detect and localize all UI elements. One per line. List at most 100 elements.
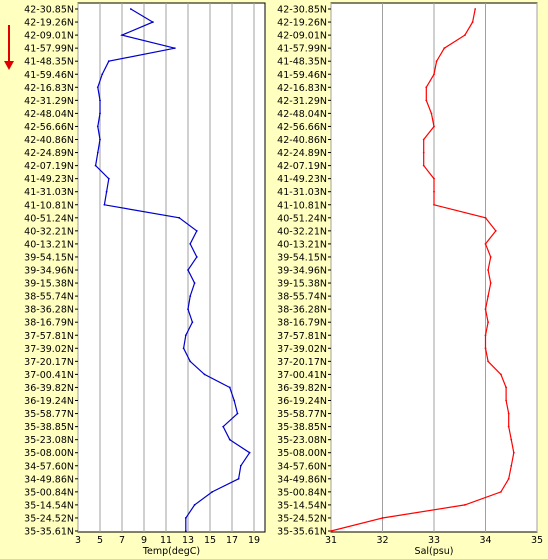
sal-data-point — [510, 438, 513, 441]
sal-y-tick-label: 41-59.46N — [277, 70, 327, 81]
temp-y-tick-label: 37-20.17N — [24, 357, 74, 368]
sal-y-tick-label: 42-31.29N — [277, 96, 327, 107]
temp-data-point — [101, 73, 104, 76]
temp-y-tick-label: 41-10.81N — [24, 200, 74, 211]
sal-y-tick-label: 36-39.82N — [277, 383, 327, 394]
sal-data-point — [500, 373, 502, 376]
temp-y-tick-label: 35-00.84N — [24, 487, 74, 498]
sal-y-tick-label: 41-48.35N — [277, 57, 327, 68]
sal-y-tick-label: 35-08.00N — [277, 448, 327, 459]
temp-data-point — [191, 321, 194, 324]
sal-data-point — [433, 177, 435, 180]
temp-x-tick-label: 9 — [141, 535, 147, 546]
sal-data-point — [425, 86, 428, 89]
temp-data-point — [151, 21, 154, 23]
temp-data-point — [107, 177, 110, 180]
temp-y-tick-label: 37-57.81N — [24, 331, 74, 342]
temp-y-tick-label: 37-39.02N — [24, 344, 74, 355]
sal-y-tick-label: 38-55.74N — [277, 292, 327, 303]
temp-data-point — [94, 164, 97, 167]
temp-y-tick-label: 35-08.00N — [24, 448, 74, 459]
temperature-panel: 3 5 7 9 11 13 15 17 19 Temp(degC) 42-30.85N 42-19.2… — [24, 2, 266, 557]
temp-data-point — [222, 425, 225, 428]
sal-y-tick-label: 37-39.02N — [277, 344, 327, 355]
temp-data-point — [184, 517, 187, 519]
sal-x-tick-label: 35 — [531, 535, 543, 546]
temp-y-tick-label: 42-24.89N — [24, 148, 74, 159]
temp-data-point — [178, 216, 181, 219]
temp-data-point — [96, 125, 99, 128]
sal-y-tick-label: 42-16.83N — [277, 83, 327, 94]
temp-data-point — [236, 412, 239, 415]
sal-data-point — [487, 360, 489, 363]
sal-y-tick-label: 42-09.01N — [277, 31, 327, 42]
sal-y-tick-label: 34-57.60N — [277, 461, 327, 472]
sal-y-tick-label: 42-48.04N — [277, 109, 327, 120]
sal-y-tick-label: 40-32.21N — [277, 226, 327, 237]
temp-y-tick-label: 41-48.35N — [24, 57, 74, 68]
sal-data-point — [474, 8, 477, 10]
temp-data-point — [195, 256, 198, 258]
sal-y-tick-label: 42-24.89N — [277, 148, 327, 159]
sal-y-tick-label: 35-38.85N — [277, 422, 327, 433]
temp-y-tick-label: 38-16.79N — [24, 318, 74, 329]
sal-data-point — [512, 451, 515, 454]
sal-data-point — [489, 256, 492, 258]
temp-data-point — [107, 60, 110, 63]
temp-y-tick-label: 38-55.74N — [24, 292, 74, 303]
sal-y-tick-label: 40-51.24N — [277, 213, 327, 224]
temp-data-point — [228, 438, 231, 441]
sal-data-point — [500, 490, 502, 493]
sal-y-tick-label: 36-19.24N — [277, 396, 327, 407]
sal-y-tick-label: 41-10.81N — [277, 200, 327, 211]
temp-y-tick-label: 36-19.24N — [24, 396, 74, 407]
sal-data-point — [422, 151, 425, 154]
sal-x-tick-label: 31 — [325, 535, 337, 546]
salinity-panel: 31 32 33 34 35 Sal(psu) 42-30.85N 42-19.26N 42-0… — [277, 2, 543, 557]
sal-y-tick-label: 35-23.08N — [277, 435, 327, 446]
sal-data-point — [435, 60, 438, 63]
sal-data-point — [505, 386, 507, 389]
temp-data-point — [129, 8, 132, 10]
temp-data-point — [184, 530, 187, 532]
temp-data-point — [189, 243, 192, 245]
temp-data-point — [99, 138, 101, 141]
sal-data-point — [484, 216, 487, 219]
temp-y-tick-label: 35-23.08N — [24, 435, 74, 446]
direction-arrow — [8, 25, 10, 61]
temp-data-point — [103, 203, 106, 206]
sal-x-tick-label: 34 — [479, 535, 491, 546]
sal-y-tick-label: 35-58.77N — [277, 409, 327, 420]
temp-y-tick-label: 42-40.86N — [24, 135, 74, 146]
temp-y-tick-label: 36-39.82N — [24, 383, 74, 394]
sal-y-tick-label: 35-35.61N — [277, 527, 327, 538]
sal-data-point — [507, 412, 510, 415]
temp-x-tick-label: 17 — [226, 535, 238, 546]
sal-y-tick-label: 37-00.41N — [277, 370, 327, 381]
temp-y-tick-label: 42-09.01N — [24, 31, 74, 42]
sal-data-point — [330, 530, 332, 532]
sal-y-tick-label: 42-40.86N — [277, 135, 327, 146]
temp-y-tick-label: 40-32.21N — [24, 226, 74, 237]
temp-data-point — [105, 190, 108, 193]
temp-y-tick-label: 42-31.29N — [24, 96, 74, 107]
temp-data-point — [99, 99, 101, 102]
temp-plot-area — [77, 2, 266, 533]
sal-y-tick-label: 35-00.84N — [277, 487, 327, 498]
sal-data-point — [433, 203, 435, 206]
sal-x-tick-label: 33 — [428, 535, 440, 546]
temp-y-tick-label: 35-14.54N — [24, 500, 74, 511]
temp-y-tick-label: 41-31.03N — [24, 187, 74, 198]
temp-data-point — [182, 347, 185, 350]
temp-y-tick-label: 42-19.26N — [24, 18, 74, 29]
sal-data-point — [464, 504, 466, 506]
temp-y-tick-label: 39-54.15N — [24, 252, 74, 263]
sal-y-tick-label: 42-19.26N — [277, 18, 327, 29]
sal-y-tick-label: 42-07.19N — [277, 161, 327, 172]
temp-y-tick-label: 35-35.61N — [24, 527, 74, 538]
temp-x-tick-label: 11 — [160, 535, 172, 546]
temp-data-point — [121, 34, 123, 36]
sal-y-tick-label: 37-57.81N — [277, 331, 327, 342]
